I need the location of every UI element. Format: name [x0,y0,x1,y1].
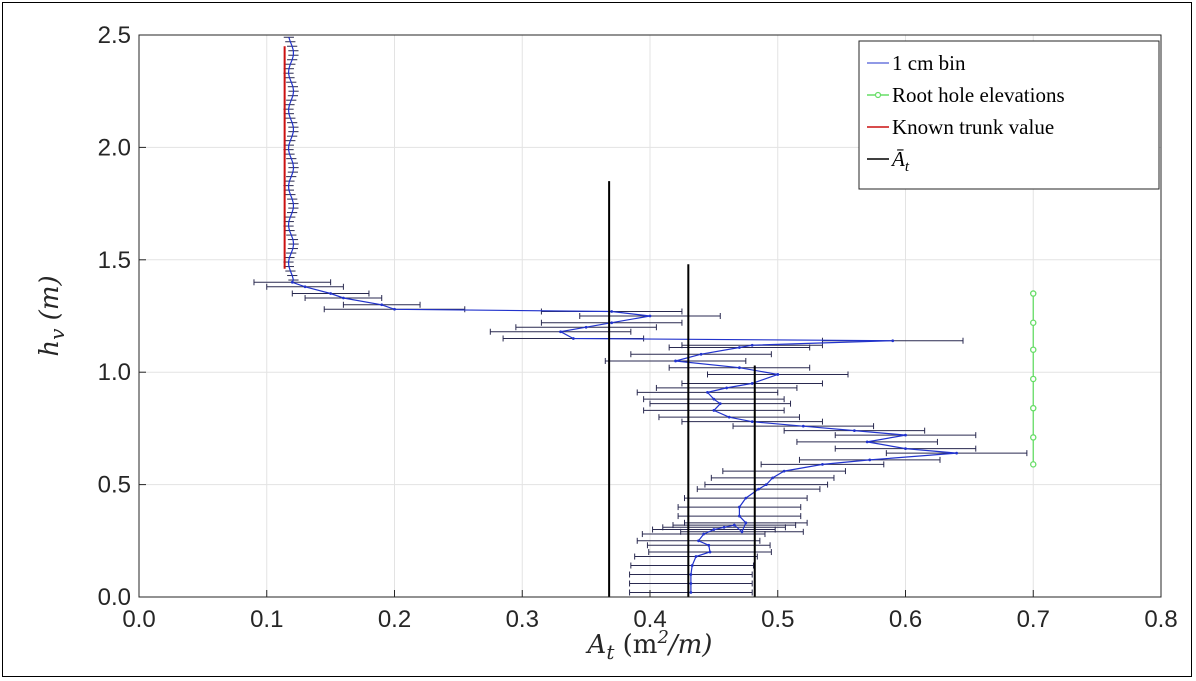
bin-point [707,544,710,547]
bin-point [802,425,805,428]
bin-point [751,420,754,423]
legend-marker [876,93,881,98]
x-axis-label: At (m2/m) [586,627,713,664]
bin-point [559,330,562,333]
root-hole-point [1031,406,1036,411]
x-tick-label: 0.6 [889,606,922,633]
bin-point [741,530,744,533]
bin-point [572,337,575,340]
bin-point [689,591,692,594]
bin-point [783,470,786,473]
bin-point [702,533,705,536]
bin-point [955,452,958,455]
bin-point [868,458,871,461]
bin-point [393,308,396,311]
bin-point [712,409,715,412]
bin-point [329,292,332,295]
bin-point [585,326,588,329]
y-tick-label: 0.0 [98,584,131,611]
x-tick-label: 0.7 [1017,606,1050,633]
bin-point [904,447,907,450]
chart-svg: 0.0 0.1 0.2 0.3 0.4 0.5 0.6 0.7 0.80.00.51.01.52… [3,3,1193,678]
root-hole-point [1031,291,1036,296]
bin-point [695,555,698,558]
y-tick-label: 0.5 [98,472,131,499]
bin-point [380,303,383,306]
root-hole-point [1031,320,1036,325]
y-tick-label: 2.0 [98,134,131,161]
bin-point [712,528,715,531]
bin-point [771,476,774,479]
root-hole-point [1031,462,1036,467]
bin-point [725,387,728,390]
y-tick-label: 2.5 [98,22,131,49]
bin-point [744,521,747,524]
bin-point [738,346,741,349]
bin-point [304,285,307,288]
bin-point [342,297,345,300]
y-tick-label: 1.5 [98,247,131,274]
bin-point [712,398,715,401]
bin-point [691,564,694,567]
x-tick-label: 0.2 [378,606,411,633]
y-tick-label: 1.0 [98,359,131,386]
bin-point [765,483,768,486]
bin-point [733,524,736,527]
x-tick-label: 0.8 [1144,606,1177,633]
x-tick-label: 0.5 [761,606,794,633]
legend-item-1cm-bin-label: 1 cm bin [892,51,966,75]
bin-point [610,321,613,324]
bin-point [728,416,731,419]
y-axis-label: hv (m) [35,275,69,356]
root-hole-point [1031,376,1036,381]
bin-point [891,339,894,342]
bin-point [738,366,741,369]
bin-point [723,526,726,529]
legend-item-root-holes-label: Root hole elevations [892,83,1065,107]
bin-point [709,551,712,554]
bin-point [904,434,907,437]
root-hole-point [1031,435,1036,440]
bin-point [610,310,613,313]
bin-point [776,373,779,376]
bin-point [738,515,741,518]
root-hole-point [1031,347,1036,352]
bin-point [866,440,869,443]
bin-point [719,402,722,405]
legend-item-trunk-label: Known trunk value [892,115,1054,139]
bin-point [706,391,709,394]
legend: 1 cm bin Root hole elevations Known trunk … [859,41,1159,189]
bin-point [697,539,700,542]
x-tick-label: 0.3 [506,606,539,633]
bin-point [689,573,692,576]
x-tick-label: 0.1 [250,606,283,633]
bin-point [821,463,824,466]
bin-point [751,344,754,347]
bin-point [853,429,856,432]
bin-point [744,497,747,500]
bin-point [649,315,652,318]
bin-point [700,353,703,356]
series-1cm-bin-line [289,37,957,592]
bin-point [674,360,677,363]
bin-point [751,382,754,385]
bin-point [757,488,760,491]
bin-point [291,281,294,284]
bin-point [738,506,741,509]
bin-point [689,582,692,585]
